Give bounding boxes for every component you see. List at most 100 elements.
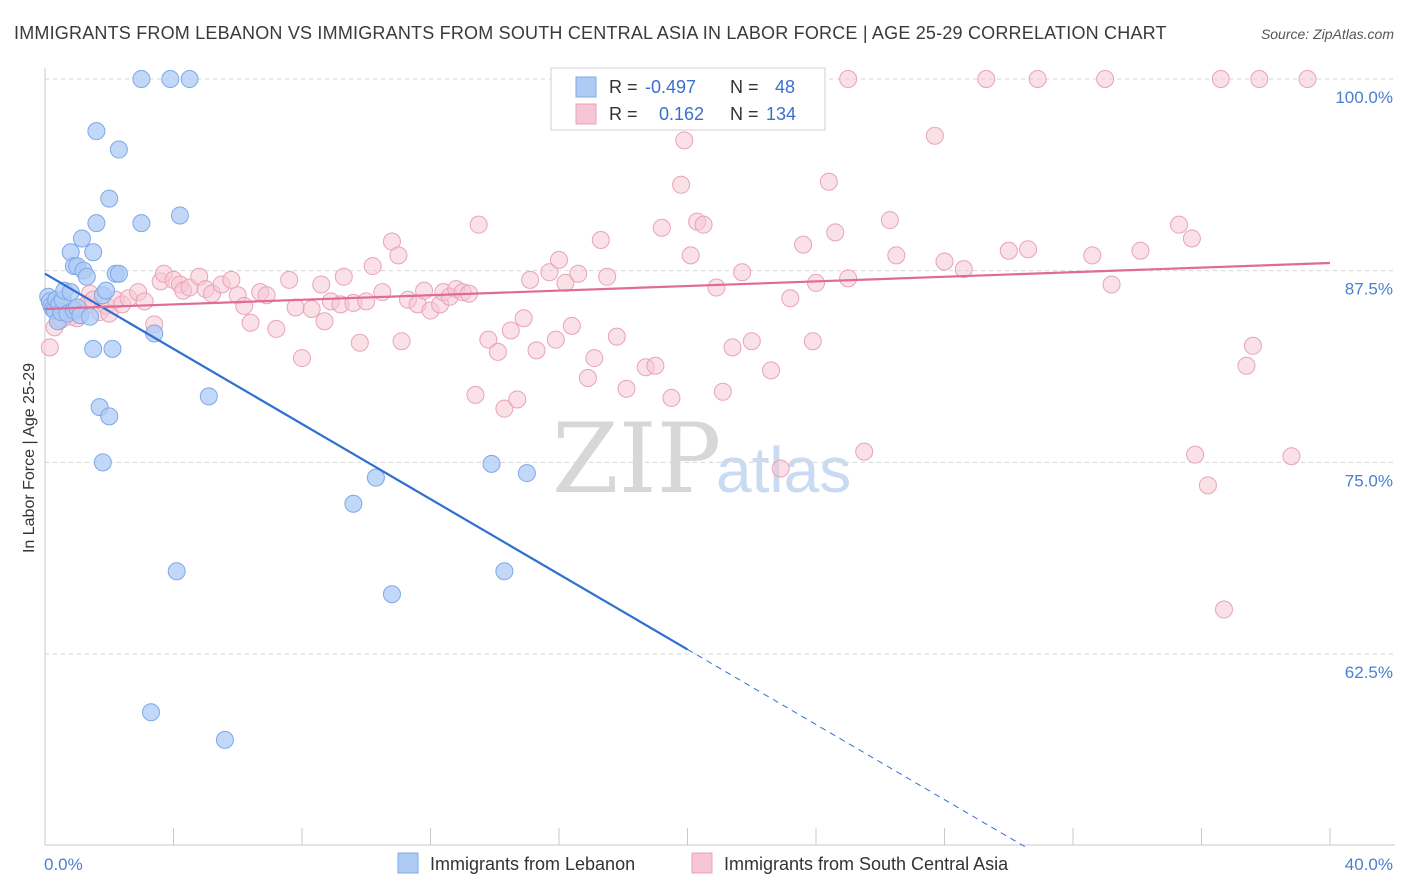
south-central-asia-point <box>999 241 1018 260</box>
y-axis-label: In Labor Force | Age 25-29 <box>21 363 38 553</box>
series-lebanon-points <box>39 70 536 749</box>
south-central-asia-point <box>839 269 858 288</box>
south-central-asia-point <box>578 369 597 387</box>
south-central-asia-point <box>954 260 973 279</box>
south-central-asia-point <box>781 289 800 308</box>
trend-line-south-central-asia <box>44 261 1331 311</box>
chart-source: Source: ZipAtlas.com <box>1261 26 1394 42</box>
south-central-asia-point <box>363 257 382 276</box>
south-central-asia-point <box>591 231 610 249</box>
south-central-asia-point <box>469 215 488 234</box>
lebanon-point <box>77 267 96 286</box>
south-central-asia-point <box>733 263 752 282</box>
south-central-asia-point <box>681 246 700 265</box>
legend-swatch-lebanon <box>397 852 419 874</box>
south-central-asia-point <box>1170 215 1189 234</box>
south-central-asia-point <box>935 252 954 271</box>
south-central-asia-point <box>713 382 732 401</box>
stats-r-value-lebanon: -0.497 <box>645 77 696 97</box>
stats-n-label-south-central-asia: N = <box>730 104 759 124</box>
y-tick-label: 87.5% <box>1345 280 1393 299</box>
stats-n-label-lebanon: N = <box>730 77 759 97</box>
lebanon-point <box>87 214 106 233</box>
south-central-asia-point <box>925 126 944 145</box>
south-central-asia-point <box>598 267 617 286</box>
south-central-asia-point <box>527 341 546 360</box>
stats-box-frame <box>550 67 826 131</box>
lebanon-point <box>132 70 151 88</box>
south-central-asia-point <box>803 332 822 351</box>
south-central-asia-point <box>742 332 761 351</box>
series-south-central-asia-points <box>40 70 1317 619</box>
gridlines <box>45 78 1395 655</box>
y-tick-label: 62.5% <box>1345 663 1393 682</box>
lebanon-point <box>495 562 514 581</box>
trend-line-lebanon-extension <box>687 648 1026 848</box>
lebanon-point <box>100 189 119 208</box>
stats-r-label-lebanon: R = <box>609 77 638 97</box>
y-tick-label: 75.0% <box>1345 471 1393 490</box>
south-central-asia-point <box>479 330 498 349</box>
stats-swatch-lebanon <box>575 76 597 98</box>
legend: Immigrants from Lebanon Immigrants from … <box>397 852 1009 874</box>
south-central-asia-point <box>1019 240 1038 259</box>
south-central-asia-point <box>617 379 636 398</box>
south-central-asia-point <box>40 338 59 357</box>
south-central-asia-point <box>350 333 369 352</box>
south-central-asia-point <box>235 296 254 315</box>
south-central-asia-point <box>501 321 520 340</box>
lebanon-point <box>97 281 116 300</box>
stats-r-label-south-central-asia: R = <box>609 104 638 124</box>
x-tick-label: 40.0% <box>1345 855 1393 874</box>
lebanon-point <box>215 730 234 749</box>
stats-swatch-south-central-asia <box>575 103 597 125</box>
south-central-asia-point <box>1083 246 1102 265</box>
south-central-asia-point <box>392 332 411 351</box>
south-central-asia-point <box>540 263 559 282</box>
south-central-asia-point <box>855 442 874 461</box>
south-central-asia-point <box>1243 336 1262 355</box>
south-central-asia-point <box>514 309 533 328</box>
lebanon-point <box>132 214 151 233</box>
south-central-asia-point <box>652 218 671 237</box>
south-central-asia-point <box>1182 229 1201 248</box>
south-central-asia-point <box>546 330 565 349</box>
south-central-asia-point <box>241 313 260 332</box>
south-central-asia-point <box>389 246 408 265</box>
south-central-asia-point <box>1250 70 1269 88</box>
south-central-asia-point <box>562 316 581 335</box>
south-central-asia-point <box>1186 445 1205 464</box>
south-central-asia-point <box>880 211 899 230</box>
stats-n-value-south-central-asia: 134 <box>766 104 796 124</box>
south-central-asia-point <box>694 215 713 234</box>
trend-line-lebanon <box>44 272 689 651</box>
south-central-asia-point <box>977 70 996 88</box>
south-central-asia-point <box>1102 275 1121 294</box>
lebanon-point <box>61 283 80 302</box>
south-central-asia-point <box>312 275 331 294</box>
south-central-asia-point <box>569 264 588 283</box>
lebanon-point <box>142 703 161 722</box>
lebanon-point <box>93 453 112 472</box>
lebanon-point <box>344 494 363 513</box>
legend-swatch-south-central-asia <box>691 852 713 874</box>
south-central-asia-point <box>1282 447 1301 466</box>
south-central-asia-point <box>723 338 742 357</box>
legend-label-lebanon: Immigrants from Lebanon <box>430 854 635 874</box>
lebanon-point <box>109 264 128 283</box>
south-central-asia-point <box>762 361 781 380</box>
trend-lines <box>44 261 1331 848</box>
south-central-asia-point <box>488 342 507 361</box>
south-central-asia-point <box>1096 70 1115 88</box>
south-central-asia-point <box>495 399 514 418</box>
south-central-asia-point <box>662 388 681 407</box>
lebanon-point <box>72 229 91 248</box>
south-central-asia-point <box>508 390 527 409</box>
south-central-asia-point <box>1131 241 1150 260</box>
south-central-asia-point <box>357 292 376 311</box>
south-central-asia-point <box>280 270 299 289</box>
south-central-asia-point <box>222 270 241 289</box>
south-central-asia-point <box>646 356 665 375</box>
watermark: ZIP atlas <box>552 403 851 515</box>
